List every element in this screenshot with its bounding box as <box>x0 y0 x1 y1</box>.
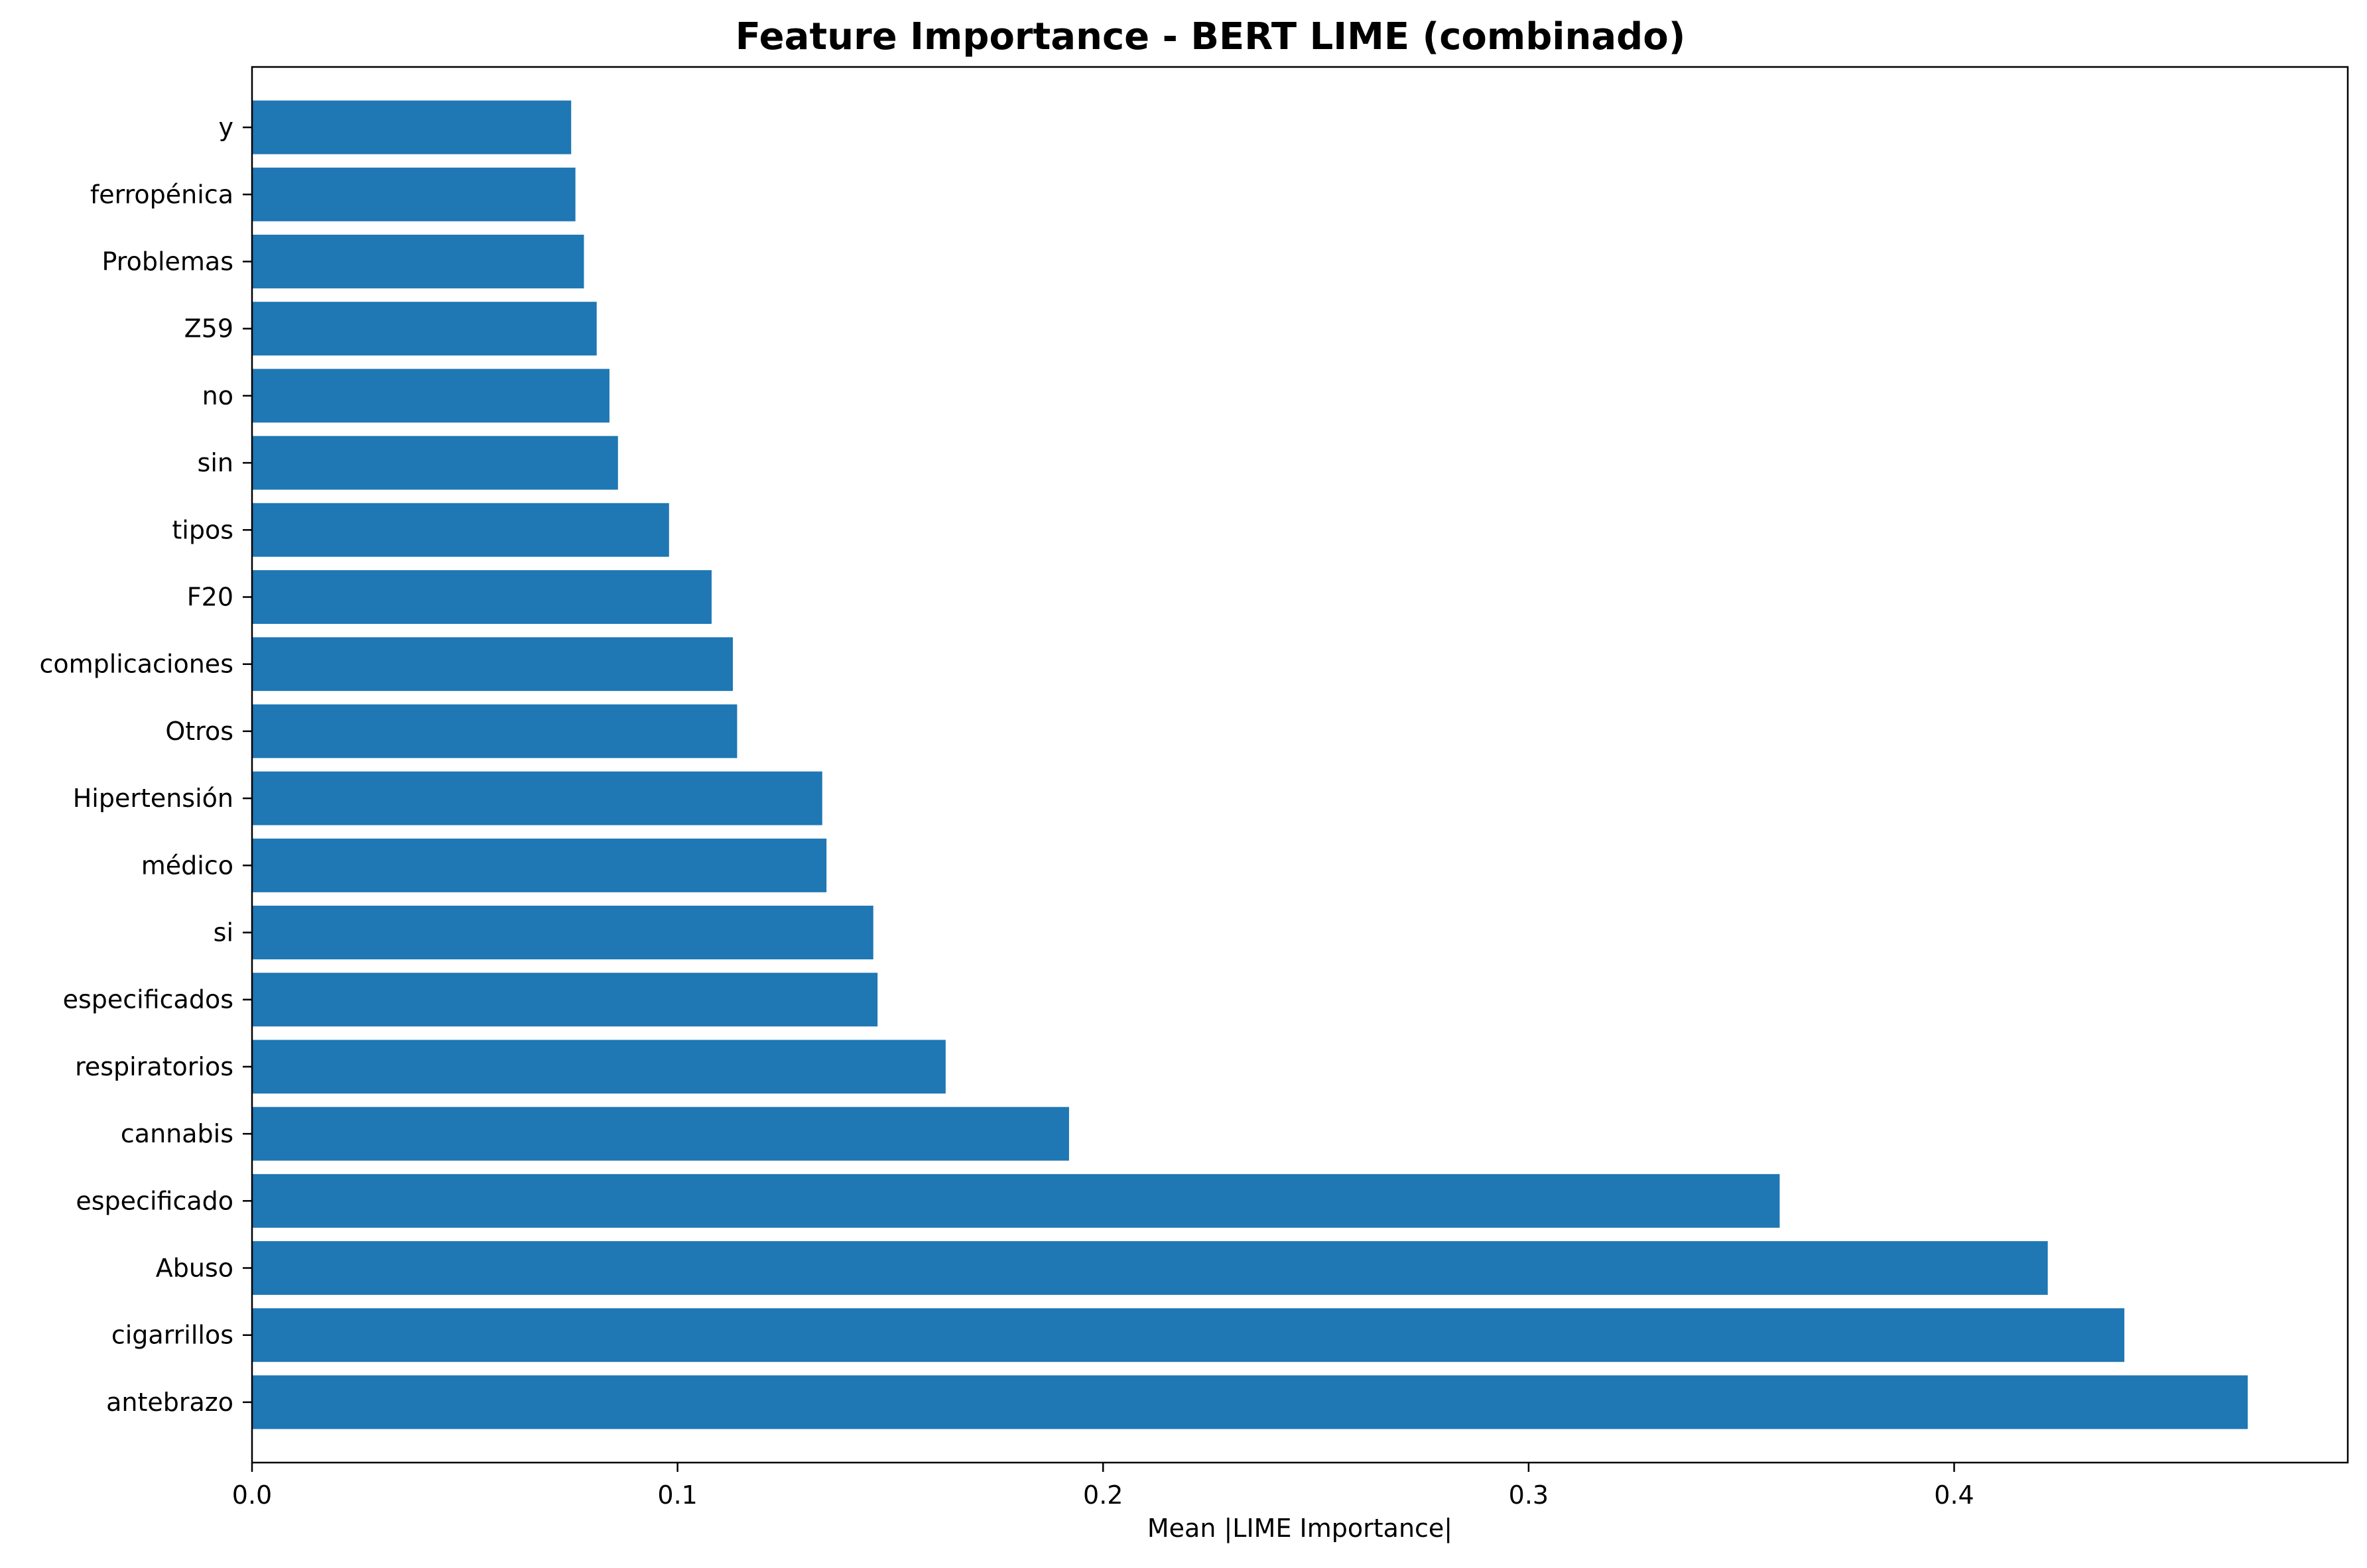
x-tick-label: 0.3 <box>1509 1480 1549 1510</box>
y-tick-label: antebrazo <box>106 1388 233 1417</box>
plot-frame <box>251 66 2349 1464</box>
y-tick-label: Abuso <box>156 1254 233 1283</box>
y-tick-label: y <box>219 113 234 142</box>
bar-16 <box>252 302 597 356</box>
chart-title: Feature Importance - BERT LIME (combinad… <box>736 15 1686 58</box>
y-tick-label: no <box>202 381 233 410</box>
bar-2 <box>252 1241 2048 1295</box>
bar-15 <box>252 369 609 423</box>
bar-8 <box>252 838 827 892</box>
bar-1 <box>252 1308 2125 1362</box>
x-tick-label: 0.0 <box>232 1480 272 1510</box>
y-tick-label: F20 <box>187 582 233 611</box>
bar-9 <box>252 771 822 825</box>
y-tick-label: Z59 <box>184 314 233 343</box>
x-tick-label: 0.1 <box>657 1480 697 1510</box>
x-axis-label: Mean |LIME Importance| <box>1147 1514 1452 1543</box>
x-tick-label: 0.4 <box>1934 1480 1974 1510</box>
bar-4 <box>252 1107 1069 1161</box>
y-tick-label: respiratorios <box>75 1052 233 1081</box>
bar-7 <box>252 906 873 959</box>
bar-19 <box>252 100 572 154</box>
y-tick-label: Problemas <box>102 247 233 276</box>
bar-5 <box>252 1040 946 1094</box>
x-tick-label: 0.2 <box>1083 1480 1123 1510</box>
y-tick-label: tipos <box>172 515 233 544</box>
y-ticks-group: antebrazo cigarrillos Abuso especificado can… <box>39 113 252 1417</box>
y-tick-label: complicaciones <box>39 650 233 679</box>
bar-10 <box>252 704 737 758</box>
y-tick-label: especificados <box>63 985 233 1014</box>
y-tick-label: Hipertensión <box>73 784 233 813</box>
y-tick-label: cannabis <box>121 1119 233 1148</box>
y-tick-label: Otros <box>165 717 233 746</box>
bars-group <box>252 100 2248 1429</box>
y-tick-label: ferropénica <box>90 180 233 209</box>
bar-17 <box>252 235 584 288</box>
bar-0 <box>252 1375 2248 1429</box>
y-tick-label: sin <box>198 448 233 477</box>
y-tick-label: médico <box>141 851 233 880</box>
bar-14 <box>252 436 618 490</box>
bar-6 <box>252 973 878 1027</box>
y-tick-label: cigarrillos <box>111 1321 233 1350</box>
bar-12 <box>252 570 712 624</box>
y-tick-label: especificado <box>76 1186 233 1215</box>
x-ticks-group: 0.0 0.1 0.2 0.3 0.4 <box>232 1463 1974 1510</box>
y-tick-label: si <box>214 918 233 947</box>
bar-13 <box>252 503 669 557</box>
bar-3 <box>252 1174 1780 1228</box>
bar-11 <box>252 637 734 692</box>
bar-18 <box>252 167 576 221</box>
